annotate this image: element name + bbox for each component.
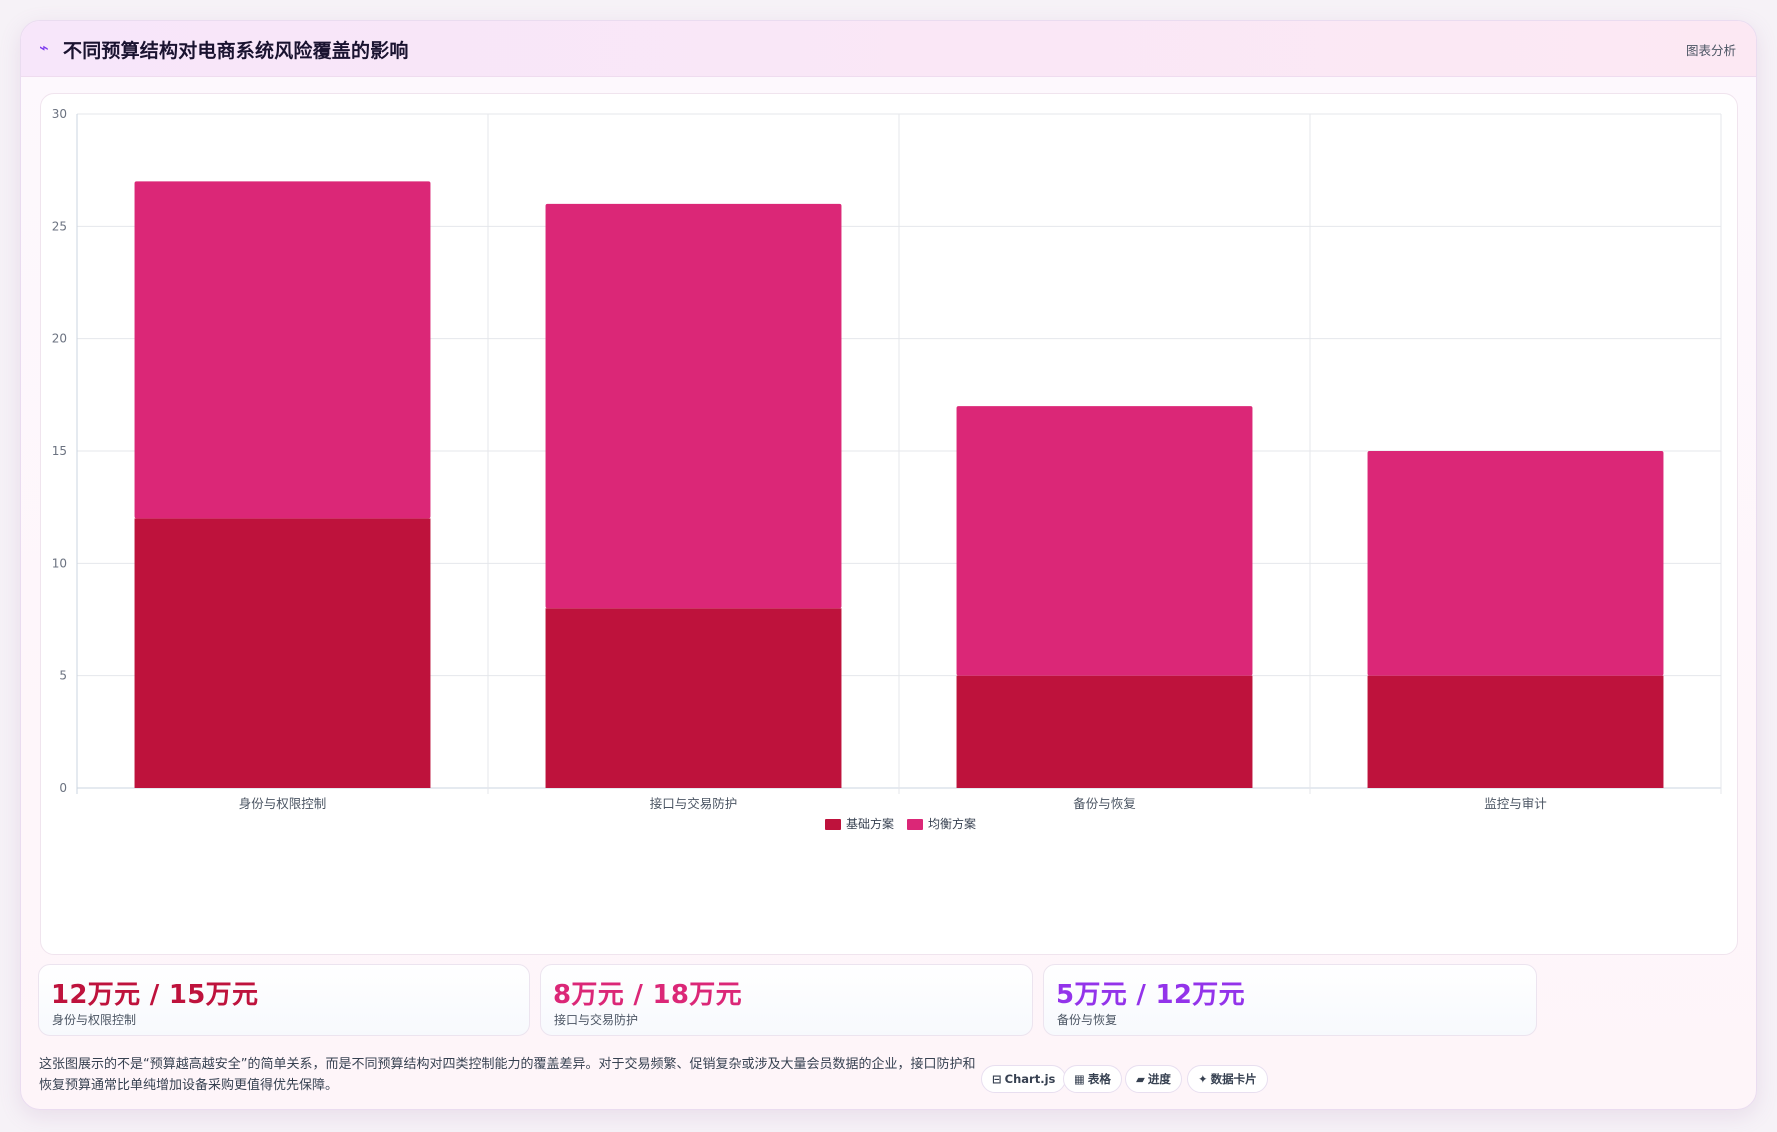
progress-icon: ▰ (1136, 1072, 1145, 1086)
sparkline-icon: ⌁ (39, 38, 49, 57)
bar-balanced (1367, 451, 1664, 676)
bar-balanced (956, 406, 1253, 676)
stat-card-backup: 5万元 / 12万元 备份与恢复 (1043, 964, 1537, 1036)
stat-card-identity: 12万元 / 15万元 身份与权限控制 (38, 964, 530, 1036)
y-tick-label: 20 (52, 332, 67, 346)
y-tick-label: 25 (52, 219, 67, 233)
stat-value: 5万元 / 12万元 (1056, 980, 1245, 1010)
y-tick-label: 15 (52, 444, 67, 458)
tag-label: Chart.js (1004, 1072, 1056, 1086)
stacked-bar-chart: 0 5 10 15 20 25 30 身份与权限控制 接口与交易防护 备份与恢复 监控与审计基础方案… (52, 107, 1722, 831)
chart-card: ⌁ 不同预算结构对电商系统风险覆盖的影响 图表分析 0 5 10 15 20 25 30 身份… (20, 20, 1757, 1110)
tag-label: 表格 (1087, 1072, 1111, 1086)
x-tick-label: 监控与审计 (1484, 796, 1547, 811)
stat-label: 接口与交易防护 (554, 1013, 639, 1027)
x-tick-label: 接口与交易防护 (650, 796, 738, 811)
bar-balanced (134, 181, 431, 519)
y-tick-label: 0 (59, 781, 67, 795)
card-header: ⌁ 不同预算结构对电商系统风险覆盖的影响 图表分析 (21, 21, 1756, 77)
chart-note: 这张图展示的不是“预算越高越安全”的简单关系，而是不同预算结构对四类控制能力的覆… (39, 1057, 976, 1093)
stat-value: 12万元 / 15万元 (51, 980, 259, 1010)
legend-swatch (907, 819, 923, 830)
legend-label: 均衡方案 (928, 816, 976, 831)
bar-basic (956, 675, 1253, 788)
tag-label: 进度 (1147, 1072, 1171, 1086)
tag-label: 数据卡片 (1210, 1072, 1257, 1086)
chart-analysis-link[interactable]: 图表分析 (1685, 43, 1736, 58)
stat-value: 8万元 / 18万元 (553, 980, 742, 1010)
bar-balanced (545, 203, 842, 609)
chart-panel: 0 5 10 15 20 25 30 身份与权限控制 接口与交易防护 备份与恢复 监控与审计基础方案… (40, 93, 1738, 955)
page-title: 不同预算结构对电商系统风险覆盖的影响 (63, 40, 409, 62)
legend-label: 基础方案 (846, 816, 894, 831)
x-tick-label: 备份与恢复 (1073, 796, 1136, 811)
stat-card-api: 8万元 / 18万元 接口与交易防护 (540, 964, 1033, 1036)
y-tick-label: 10 (52, 556, 67, 570)
tag-data-card[interactable]: ✦ 数据卡片 (1187, 1065, 1268, 1093)
table-icon: ▦ (1074, 1072, 1085, 1086)
stat-label: 身份与权限控制 (52, 1013, 137, 1027)
tag-progress[interactable]: ▰ 进度 (1125, 1065, 1182, 1093)
x-tick-label: 身份与权限控制 (239, 796, 327, 811)
tag-chartjs[interactable]: ⊟ Chart.js (981, 1065, 1067, 1093)
bar-basic (134, 518, 431, 788)
tag-table[interactable]: ▦ 表格 (1063, 1065, 1122, 1093)
bar-basic (1367, 675, 1664, 788)
y-tick-label: 5 (59, 669, 67, 683)
chart-icon: ⊟ (992, 1072, 1002, 1086)
legend-swatch (825, 819, 841, 830)
y-tick-label: 30 (52, 107, 67, 121)
stat-label: 备份与恢复 (1057, 1013, 1118, 1027)
sparkle-icon: ✦ (1198, 1072, 1208, 1086)
bar-basic (545, 608, 842, 788)
